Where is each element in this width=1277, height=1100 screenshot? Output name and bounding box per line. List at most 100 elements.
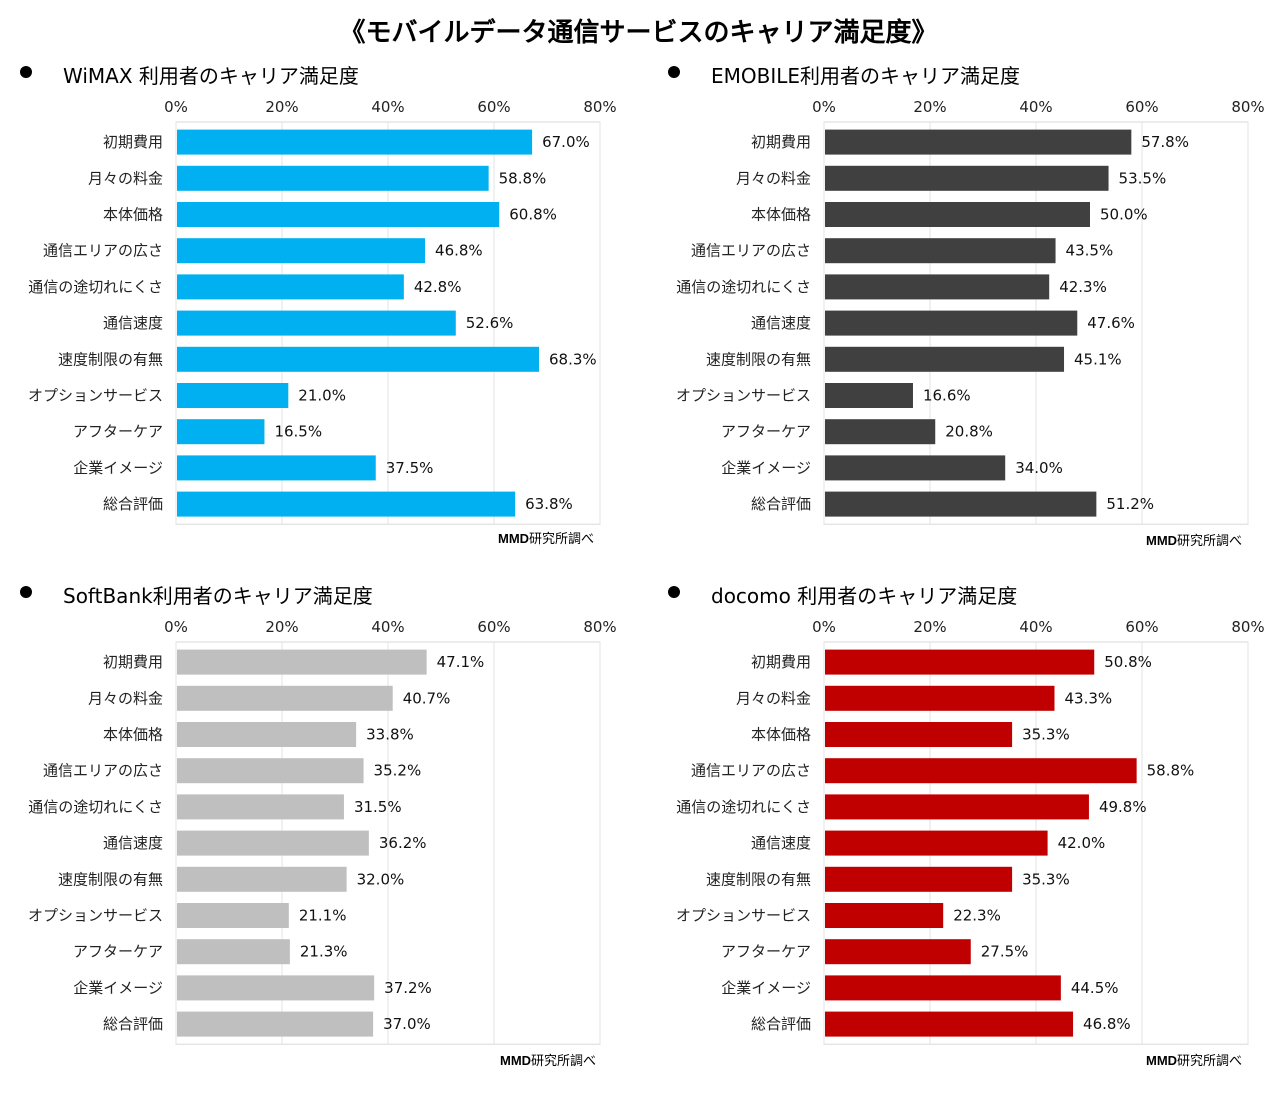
data-label: 37.5%: [386, 459, 434, 477]
category-label: 速度制限の有無: [706, 350, 811, 368]
category-label: 初期費用: [751, 653, 811, 671]
chart-title: EMOBILE利用者のキャリア満足度: [711, 64, 1021, 88]
bar: [825, 383, 913, 408]
bullet-icon: [668, 586, 680, 598]
data-label: 47.1%: [437, 653, 485, 671]
data-label: 46.8%: [435, 242, 483, 260]
category-label: 月々の料金: [736, 169, 811, 187]
data-label: 27.5%: [981, 943, 1029, 961]
source-note: MMD研究所調べ: [1146, 1050, 1242, 1069]
data-label: 31.5%: [354, 798, 402, 816]
bar: [825, 794, 1089, 820]
bar: [177, 903, 289, 928]
bar: [825, 649, 1095, 675]
chart-title: docomo 利用者のキャリア満足度: [711, 584, 1018, 608]
category-label: 通信の途切れにくさ: [28, 278, 163, 296]
bar-chart-softbank: 0% 20% 40% 60% 80% 初期費用 47.1% 月々の料金 40.7% 本体価格 33.…: [28, 618, 617, 1045]
x-tick-label: 0%: [812, 98, 836, 116]
data-label: 16.6%: [923, 387, 971, 405]
x-tick-label: 80%: [1231, 618, 1264, 636]
category-label: 初期費用: [103, 133, 163, 151]
x-tick-label: 0%: [164, 98, 188, 116]
data-label: 42.3%: [1059, 278, 1107, 296]
source-rest: 研究所調べ: [531, 1054, 597, 1069]
category-label: 通信の途切れにくさ: [676, 798, 811, 816]
category-label: 通信速度: [751, 314, 811, 332]
source-rest: 研究所調べ: [529, 532, 595, 547]
chart-title: SoftBank利用者のキャリア満足度: [63, 584, 373, 608]
data-label: 35.2%: [374, 762, 422, 780]
category-label: 初期費用: [751, 133, 811, 151]
x-tick-label: 80%: [583, 618, 616, 636]
bar: [177, 975, 375, 1001]
category-label: アフターケア: [73, 943, 163, 961]
category-label: 初期費用: [103, 653, 163, 671]
data-label: 35.3%: [1022, 726, 1070, 744]
data-label: 50.8%: [1104, 653, 1152, 671]
x-tick-label: 60%: [477, 98, 510, 116]
category-label: 本体価格: [751, 726, 811, 744]
data-label: 40.7%: [403, 689, 451, 707]
bar: [825, 346, 1065, 372]
category-label: 通信エリアの広さ: [691, 762, 811, 780]
source-brand: MMD: [498, 531, 530, 546]
data-label: 51.2%: [1106, 495, 1154, 513]
bar: [177, 202, 500, 227]
bar: [825, 419, 936, 445]
bar: [177, 165, 489, 191]
page-title: 《モバイルデータ通信サービスのキャリア満足度》: [339, 18, 938, 48]
bar: [177, 346, 539, 372]
bar-chart-docomo: 0% 20% 40% 60% 80% 初期費用 50.8% 月々の料金 43.3% 本体価格 35.…: [676, 618, 1265, 1045]
source-note: MMD研究所調べ: [500, 1050, 596, 1069]
chart-panel-docomo: docomo 利用者のキャリア満足度 0% 20% 40% 60% 80% 初期費用 50.…: [668, 580, 1277, 1100]
bar: [177, 649, 427, 675]
data-label: 46.8%: [1083, 1015, 1131, 1033]
data-label: 21.0%: [298, 387, 346, 405]
category-label: オプションサービス: [676, 907, 811, 925]
x-tick-label: 80%: [583, 98, 616, 116]
bar: [177, 1011, 374, 1037]
bar: [825, 866, 1013, 892]
bar: [825, 310, 1078, 336]
bar: [177, 830, 369, 856]
data-label: 58.8%: [499, 169, 547, 187]
category-label: 総合評価: [751, 1015, 811, 1033]
bar: [177, 419, 265, 445]
data-label: 49.8%: [1099, 798, 1147, 816]
data-label: 50.0%: [1100, 206, 1148, 224]
data-label: 16.5%: [274, 423, 322, 441]
x-tick-label: 20%: [265, 618, 298, 636]
data-label: 37.2%: [384, 979, 432, 997]
category-label: アフターケア: [73, 423, 163, 441]
bar: [825, 903, 944, 928]
bar: [177, 383, 289, 408]
x-tick-label: 0%: [812, 618, 836, 636]
x-tick-label: 40%: [371, 98, 404, 116]
category-label: オプションサービス: [28, 907, 163, 925]
bar: [177, 491, 516, 517]
data-label: 47.6%: [1087, 314, 1135, 332]
bar: [177, 274, 404, 300]
x-tick-label: 80%: [1231, 98, 1264, 116]
bar-chart-emobile: 0% 20% 40% 60% 80% 初期費用 57.8% 月々の料金 53.5% 本体価格 50.…: [676, 98, 1265, 525]
data-label: 60.8%: [509, 206, 557, 224]
x-tick-label: 20%: [913, 98, 946, 116]
data-label: 34.0%: [1015, 459, 1063, 477]
x-tick-label: 0%: [164, 618, 188, 636]
bar: [825, 455, 1006, 481]
category-label: 通信の途切れにくさ: [676, 278, 811, 296]
category-label: アフターケア: [721, 943, 811, 961]
data-label: 68.3%: [549, 350, 597, 368]
bar: [825, 830, 1048, 856]
source-note: MMD研究所調べ: [498, 528, 594, 547]
data-label: 20.8%: [945, 423, 993, 441]
bar: [825, 202, 1090, 227]
category-label: 企業イメージ: [721, 459, 811, 477]
source-note: MMD研究所調べ: [1146, 530, 1242, 549]
source-brand: MMD: [1146, 533, 1178, 548]
bar: [177, 129, 533, 155]
bar: [825, 1011, 1074, 1037]
bar: [825, 491, 1097, 517]
bar: [177, 939, 290, 965]
data-label: 33.8%: [366, 726, 414, 744]
